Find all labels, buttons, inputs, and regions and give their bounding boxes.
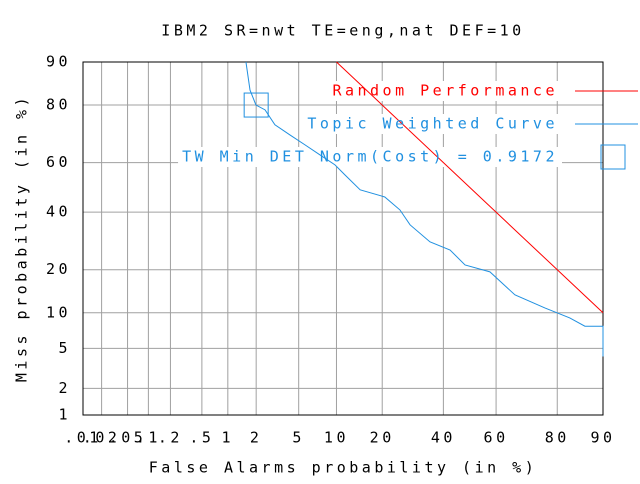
x-tick-label: .1 (136, 429, 161, 447)
x-tick-label: .05 (109, 429, 147, 447)
legend-label: Topic Weighted Curve (307, 115, 558, 133)
chart-title: IBM2 SR=nwt TE=eng,nat DEF=10 (161, 22, 524, 40)
x-tick-label: 90 (590, 429, 615, 447)
x-axis-label: False Alarms probability (in %) (149, 459, 537, 477)
y-tick-label: 1 (58, 406, 71, 424)
x-tick-label: 20 (370, 429, 395, 447)
x-tick-label: 1 (222, 429, 235, 447)
x-tick-label: 80 (545, 429, 570, 447)
x-tick-label: 10 (324, 429, 349, 447)
x-tick-label: .2 (158, 429, 183, 447)
x-tick-label: 40 (431, 429, 456, 447)
y-axis-label: Miss probability (in %) (13, 94, 31, 382)
x-tick-label: .01 (64, 429, 102, 447)
legend-swatch (600, 144, 626, 170)
det-curve (336, 61, 604, 314)
legend-label: TW Min DET Norm(Cost) = 0.9172 (182, 148, 558, 166)
y-tick-label: 20 (46, 260, 71, 278)
plot-frame (82, 61, 604, 416)
y-tick-label: 40 (46, 203, 71, 221)
legend-label: Random Performance (332, 82, 558, 100)
y-tick-label: 80 (46, 96, 71, 114)
legend-background (328, 81, 562, 101)
x-tick-label: 60 (484, 429, 509, 447)
x-tick-label: 2 (250, 429, 263, 447)
det-curve (245, 61, 604, 357)
y-tick-label: 10 (46, 303, 71, 321)
legend-background (178, 147, 562, 167)
x-tick-label: 5 (292, 429, 305, 447)
y-tick-label: 60 (46, 153, 71, 171)
legend-background (303, 114, 562, 134)
x-tick-label: .02 (83, 429, 121, 447)
x-tick-label: .5 (189, 429, 214, 447)
min-cost-marker (243, 92, 269, 118)
y-tick-label: 2 (58, 379, 71, 397)
y-tick-label: 90 (46, 53, 71, 71)
y-tick-label: 5 (58, 339, 71, 357)
